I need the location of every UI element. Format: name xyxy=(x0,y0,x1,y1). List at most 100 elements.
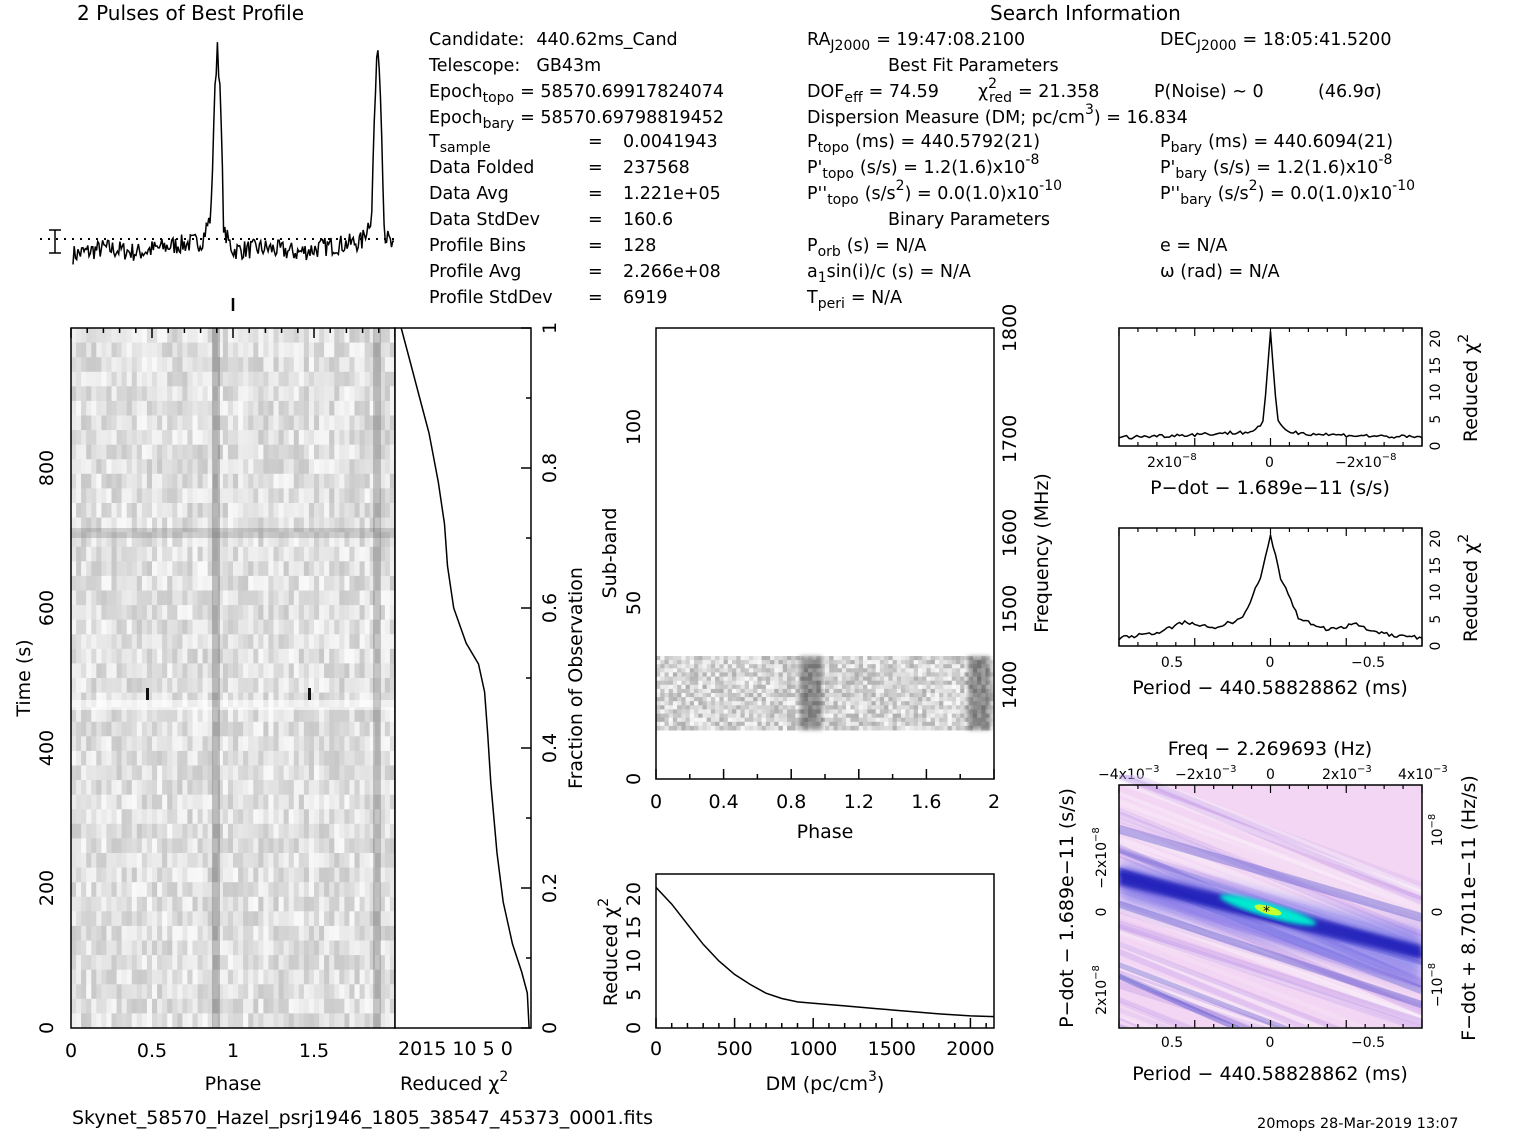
time-phase-cell xyxy=(329,605,335,621)
ppdot-streak xyxy=(1119,897,1422,1022)
time-phase-cell xyxy=(146,678,153,694)
subband-cell xyxy=(896,688,902,694)
time-phase-cell xyxy=(283,984,290,1000)
subband-cell xyxy=(685,717,691,723)
time-phase-cell xyxy=(172,473,178,489)
time-phase-cell xyxy=(288,430,295,446)
subband-cell xyxy=(884,668,889,673)
subband-cell xyxy=(710,713,716,719)
subband-cell xyxy=(888,668,894,673)
time-phase-cell xyxy=(258,750,264,767)
subband-cell xyxy=(888,713,894,719)
time-phase-cell xyxy=(197,765,204,781)
time-phase-cell xyxy=(106,546,113,562)
time-phase-cell xyxy=(227,473,234,489)
time-phase-cell xyxy=(334,984,340,1000)
time-phase-cell xyxy=(101,546,108,562)
time-phase-cell xyxy=(136,882,143,898)
subband-cell xyxy=(787,672,792,677)
time-phase-cell xyxy=(71,707,77,723)
time-phase-cell xyxy=(334,780,340,796)
time-phase-cell xyxy=(384,663,391,679)
subband-cell xyxy=(850,713,856,719)
time-phase-cell xyxy=(258,955,264,971)
subband-cell xyxy=(922,668,927,673)
time-phase-cell xyxy=(76,415,82,431)
subband-cell xyxy=(710,676,716,682)
time-phase-cell xyxy=(319,503,325,519)
time-phase-cell xyxy=(303,473,310,489)
time-phase-cell xyxy=(222,546,229,562)
subband-cell xyxy=(820,709,826,714)
time-phase-cell xyxy=(263,386,270,402)
time-phase-cell xyxy=(197,911,204,927)
time-phase-cell xyxy=(121,503,128,519)
subband-cell xyxy=(913,676,919,682)
subband-cell xyxy=(837,672,843,677)
time-phase-cell xyxy=(288,809,295,825)
subband-cell xyxy=(922,676,927,682)
time-phase-cell xyxy=(314,940,320,956)
subband-cell xyxy=(740,717,746,723)
time-phase-cell xyxy=(278,488,285,504)
subband-cell xyxy=(656,672,661,677)
subband-cell xyxy=(749,668,754,673)
subband-cell xyxy=(719,705,725,710)
time-phase-cell xyxy=(359,619,366,635)
time-phase-cell xyxy=(136,357,143,373)
time-phase-cell xyxy=(298,823,305,839)
time-phase-cell xyxy=(131,896,138,912)
time-phase-cell xyxy=(384,605,391,621)
subband-cell xyxy=(825,680,830,686)
subband-cell xyxy=(918,713,923,719)
time-phase-cell xyxy=(146,386,153,402)
subband-cell xyxy=(778,693,784,698)
time-phase-cell xyxy=(288,546,295,562)
subband-cell xyxy=(875,660,881,665)
subband-cell xyxy=(829,701,834,706)
subband-cell xyxy=(710,705,716,710)
time-phase-cell xyxy=(258,590,264,606)
time-phase-cell xyxy=(81,984,87,1000)
time-phase-cell xyxy=(248,517,254,533)
time-phase-cell xyxy=(278,444,285,460)
subband-cell xyxy=(710,668,716,673)
time-phase-cell xyxy=(111,707,118,723)
time-phase-cell xyxy=(248,444,254,460)
subband-cell xyxy=(951,656,957,661)
time-phase-cell xyxy=(344,707,351,723)
time-phase-cell xyxy=(167,459,173,475)
time-phase-cell xyxy=(293,867,300,883)
time-phase-cell xyxy=(192,473,199,489)
subband-cell xyxy=(719,680,725,686)
subband-cell xyxy=(774,676,779,682)
subband-cell xyxy=(706,725,712,731)
time-phase-cell xyxy=(329,561,335,577)
time-phase-cell xyxy=(212,517,219,533)
time-phase-cell xyxy=(162,648,168,664)
subband-cell xyxy=(939,676,944,682)
time-phase-cell xyxy=(319,605,325,621)
time-phase-cell xyxy=(227,736,234,752)
time-phase-cell xyxy=(222,328,229,344)
time-phase-cell xyxy=(369,940,376,956)
time-phase-cell xyxy=(116,736,123,752)
time-phase-cell xyxy=(187,867,194,883)
subband-cell xyxy=(934,680,940,686)
time-phase-cell xyxy=(233,765,239,781)
subband-cell xyxy=(841,717,847,723)
subband-cell xyxy=(672,725,678,731)
time-phase-cell xyxy=(126,853,133,869)
time-phase-cell xyxy=(177,532,183,548)
subband-cell xyxy=(778,684,784,690)
time-phase-cell xyxy=(187,809,194,825)
time-phase-cell xyxy=(227,357,234,373)
time-phase-cell xyxy=(258,721,264,737)
time-phase-cell xyxy=(248,575,254,592)
time-phase-cell xyxy=(197,619,204,635)
time-phase-cell xyxy=(106,794,113,810)
subband-cell xyxy=(715,668,720,673)
time-phase-cell xyxy=(121,546,128,562)
time-phase-cell xyxy=(121,809,128,825)
time-phase-cell xyxy=(308,605,315,621)
